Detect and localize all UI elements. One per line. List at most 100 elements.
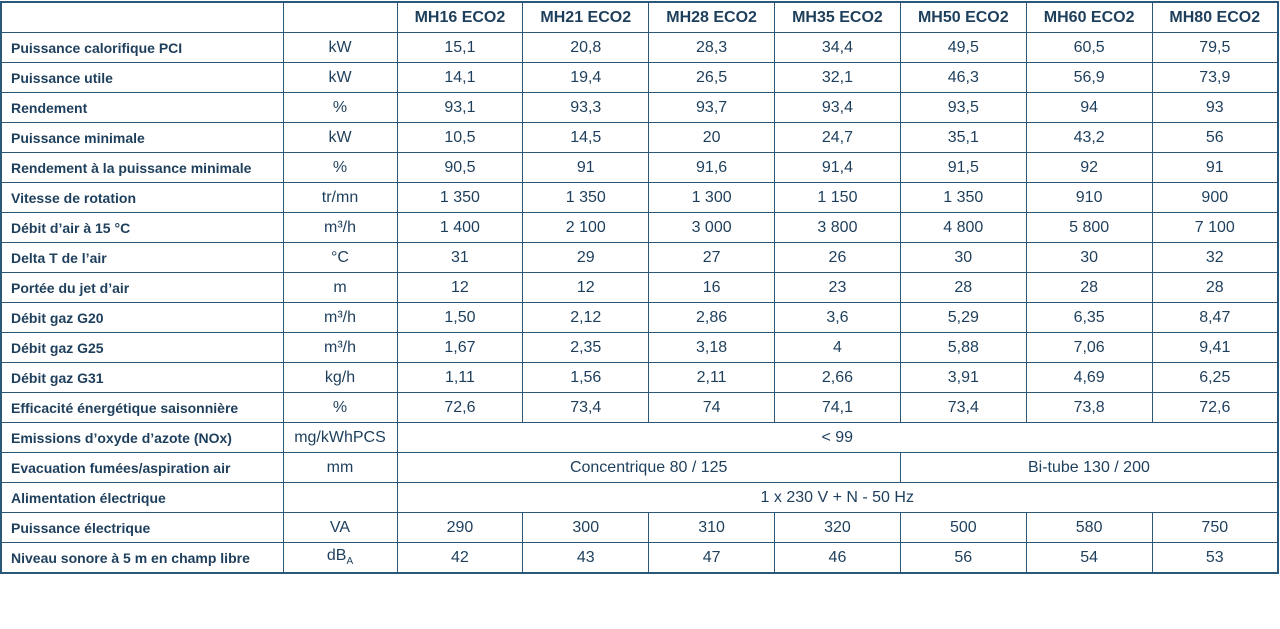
row-label: Puissance minimale — [0, 122, 284, 153]
value: 43,2 — [1025, 122, 1153, 153]
value: 91 — [522, 152, 650, 183]
row-label: Portée du jet d’air — [0, 272, 284, 303]
value: 1,11 — [396, 362, 524, 393]
value: 74 — [648, 392, 776, 423]
value: < 99 — [396, 422, 1279, 453]
value: 49,5 — [899, 32, 1027, 63]
value: Bi-tube 130 / 200 — [899, 452, 1279, 483]
row-label: Niveau sonore à 5 m en champ libre — [0, 542, 284, 574]
row: Débit d’air à 15 °C m³/h 1 400 2 100 3 000 3 … — [0, 212, 1279, 243]
value: 5,88 — [899, 332, 1027, 363]
column-header: MH35 ECO2 — [774, 1, 901, 33]
value: 900 — [1151, 182, 1279, 213]
value: 1,50 — [396, 302, 524, 333]
value: 2,12 — [522, 302, 650, 333]
value: 3,18 — [648, 332, 776, 363]
row: Puissance minimale kW 10,5 14,5 20 24,7 35,1 43… — [0, 122, 1279, 153]
value: 54 — [1025, 542, 1153, 574]
value: 32,1 — [774, 62, 901, 93]
value: 93,1 — [396, 92, 524, 123]
value: 27 — [648, 242, 776, 273]
value: 7 100 — [1151, 212, 1279, 243]
unit: mm — [282, 452, 398, 483]
value: 93 — [1151, 92, 1279, 123]
value: 12 — [522, 272, 650, 303]
unit: m³/h — [282, 332, 398, 363]
unit: kg/h — [282, 362, 398, 393]
unit: m³/h — [282, 212, 398, 243]
row: Evacuation fumées/aspiration air mm Concen… — [0, 452, 1279, 483]
value: 35,1 — [899, 122, 1027, 153]
row: Puissance électrique VA 290 300 310 320 500 580… — [0, 512, 1279, 543]
unit-sub: A — [346, 556, 354, 568]
value: 6,35 — [1025, 302, 1153, 333]
value: 1 x 230 V + N - 50 Hz — [396, 482, 1279, 513]
value: 34,4 — [774, 32, 901, 63]
value: 16 — [648, 272, 776, 303]
row: Delta T de l’air °C 31 29 27 26 30 30 32 — [0, 242, 1279, 273]
spec-table: MH16 ECO2 MH21 ECO2 MH28 ECO2 MH35 ECO2 MH50… — [0, 1, 1279, 574]
value: 7,06 — [1025, 332, 1153, 363]
value: 24,7 — [774, 122, 901, 153]
value: 93,7 — [648, 92, 776, 123]
value: 91,4 — [774, 152, 901, 183]
value: 9,41 — [1151, 332, 1279, 363]
value: 20,8 — [522, 32, 650, 63]
value: 3,91 — [899, 362, 1027, 393]
unit: tr/mn — [282, 182, 398, 213]
value: 10,5 — [396, 122, 524, 153]
value: 14,1 — [396, 62, 524, 93]
unit-text: dB — [326, 547, 347, 565]
value: 26 — [774, 242, 901, 273]
row: Rendement à la puissance minimale% 90,5 91… — [0, 152, 1279, 183]
unit: % — [282, 392, 398, 423]
value: 8,47 — [1151, 302, 1279, 333]
value: 1 400 — [396, 212, 524, 243]
column-header: MH16 ECO2 — [396, 1, 524, 33]
value: 73,8 — [1025, 392, 1153, 423]
row-label: Puissance utile — [0, 62, 284, 93]
unit: kW — [282, 122, 398, 153]
value: 2 100 — [522, 212, 650, 243]
row: Efficacité énergétique saisonnière% 72,6 7… — [0, 392, 1279, 423]
column-header: MH80 ECO2 — [1151, 1, 1279, 33]
value: 19,4 — [522, 62, 650, 93]
column-header: MH50 ECO2 — [899, 1, 1027, 33]
value: 2,86 — [648, 302, 776, 333]
row-label: Alimentation électrique — [0, 482, 284, 513]
value: 1 350 — [396, 182, 524, 213]
row-label: Rendement à la puissance minimale — [0, 152, 284, 183]
value: 1 350 — [522, 182, 650, 213]
value: 32 — [1151, 242, 1279, 273]
row-label: Puissance calorifique PCI — [0, 32, 284, 63]
value: 46,3 — [899, 62, 1027, 93]
value: 1 350 — [899, 182, 1027, 213]
value: 72,6 — [396, 392, 524, 423]
value: 580 — [1025, 512, 1153, 543]
unit: °C — [282, 242, 398, 273]
value: 79,5 — [1151, 32, 1279, 63]
row: Vitesse de rotation tr/mn 1 350 1 350 1 300 1… — [0, 182, 1279, 213]
value: 320 — [774, 512, 901, 543]
value: 3,6 — [774, 302, 901, 333]
value: 91 — [1151, 152, 1279, 183]
row: Niveau sonore à 5 m en champ libre dBA 42 4… — [0, 542, 1279, 574]
row-label: Delta T de l’air — [0, 242, 284, 273]
value: 750 — [1151, 512, 1279, 543]
row: Emissions d’oxyde d’azote (NOx) mg/kWhPCS… — [0, 422, 1279, 453]
value: 14,5 — [522, 122, 650, 153]
value: 72,6 — [1151, 392, 1279, 423]
value: 4,69 — [1025, 362, 1153, 393]
row: Débit gaz G20 m³/h 1,50 2,12 2,86 3,6 5,29 6,35… — [0, 302, 1279, 333]
value: 74,1 — [774, 392, 901, 423]
row-label: Débit gaz G20 — [0, 302, 284, 333]
row: Puissance utile kW 14,1 19,4 26,5 32,1 46,3 56,… — [0, 62, 1279, 93]
value: 1 300 — [648, 182, 776, 213]
value: 6,25 — [1151, 362, 1279, 393]
value: 910 — [1025, 182, 1153, 213]
value: 4 — [774, 332, 901, 363]
value: 94 — [1025, 92, 1153, 123]
value: 56,9 — [1025, 62, 1153, 93]
value: 91,6 — [648, 152, 776, 183]
